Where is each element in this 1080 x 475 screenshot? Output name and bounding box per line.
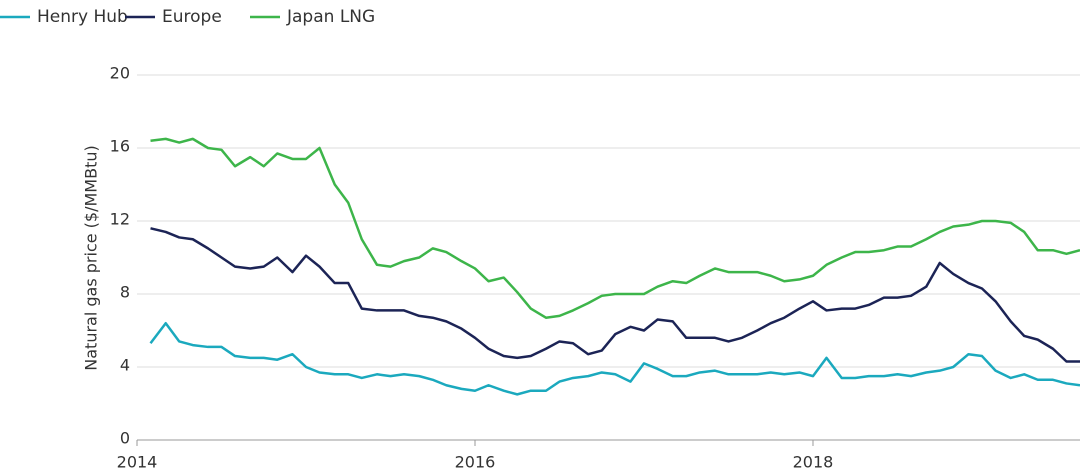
legend-label: Europe xyxy=(162,7,222,27)
x-tick-label: 2014 xyxy=(117,453,158,472)
y-tick-label: 0 xyxy=(120,429,130,448)
y-axis-label: Natural gas price ($/MMBtu) xyxy=(82,145,101,370)
x-tick-label: 2018 xyxy=(793,453,834,472)
y-tick-label: 16 xyxy=(110,137,130,156)
y-tick-label: 8 xyxy=(120,283,130,302)
x-tick-label: 2016 xyxy=(455,453,496,472)
line-series xyxy=(149,321,1080,396)
y-tick-label: 4 xyxy=(120,356,130,375)
y-tick-label: 12 xyxy=(110,210,130,229)
line-series xyxy=(150,227,1080,363)
line-series xyxy=(150,137,1080,319)
legend-label: Henry Hub xyxy=(37,7,128,27)
legend-label: Japan LNG xyxy=(286,7,375,27)
y-tick-label: 20 xyxy=(110,64,130,83)
